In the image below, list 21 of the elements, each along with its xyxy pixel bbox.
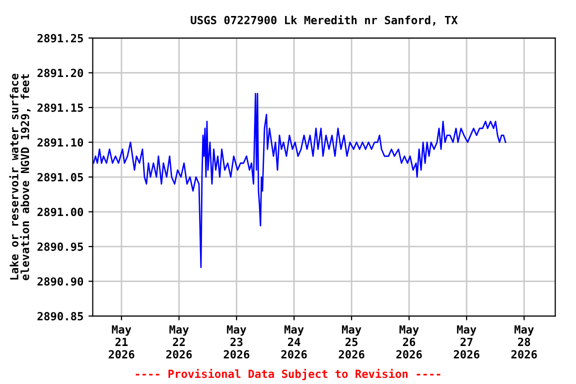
x-tick-label: May 27 2026 [454, 325, 480, 359]
y-tick-label: 2890.95 [38, 242, 83, 251]
y-tick-label: 2891.05 [38, 173, 83, 182]
x-tick-label: May 21 2026 [108, 325, 134, 359]
y-axis-title: Lake or reservoir water surface elevation above NGVD 1929, feet [9, 74, 31, 280]
y-tick-label: 2891.00 [38, 208, 84, 216]
x-tick-label: May 25 2026 [338, 325, 364, 359]
chart-title: USGS 07227900 Lk Meredith nr Sanford, TX [190, 15, 458, 26]
x-tick-label: May 23 2026 [224, 325, 250, 359]
y-tick-label: 2890.85 [38, 312, 83, 320]
y-tick-label: 2891.10 [38, 138, 84, 147]
y-tick-label: 2891.25 [38, 34, 83, 42]
y-tick-label: 2890.90 [38, 277, 84, 286]
y-tick-label: 2891.20 [38, 68, 84, 78]
x-tick-label: May 26 2026 [396, 325, 422, 359]
line-series [92, 92, 506, 268]
x-tick-label: May 24 2026 [281, 325, 307, 359]
x-tick-label: May 28 2026 [511, 325, 537, 359]
x-tick-label: May 22 2026 [166, 325, 192, 359]
text: ---- Provisional Data Subject to Revision ---- [136, 368, 440, 380]
y-tick-label: 2891.15 [38, 103, 83, 112]
